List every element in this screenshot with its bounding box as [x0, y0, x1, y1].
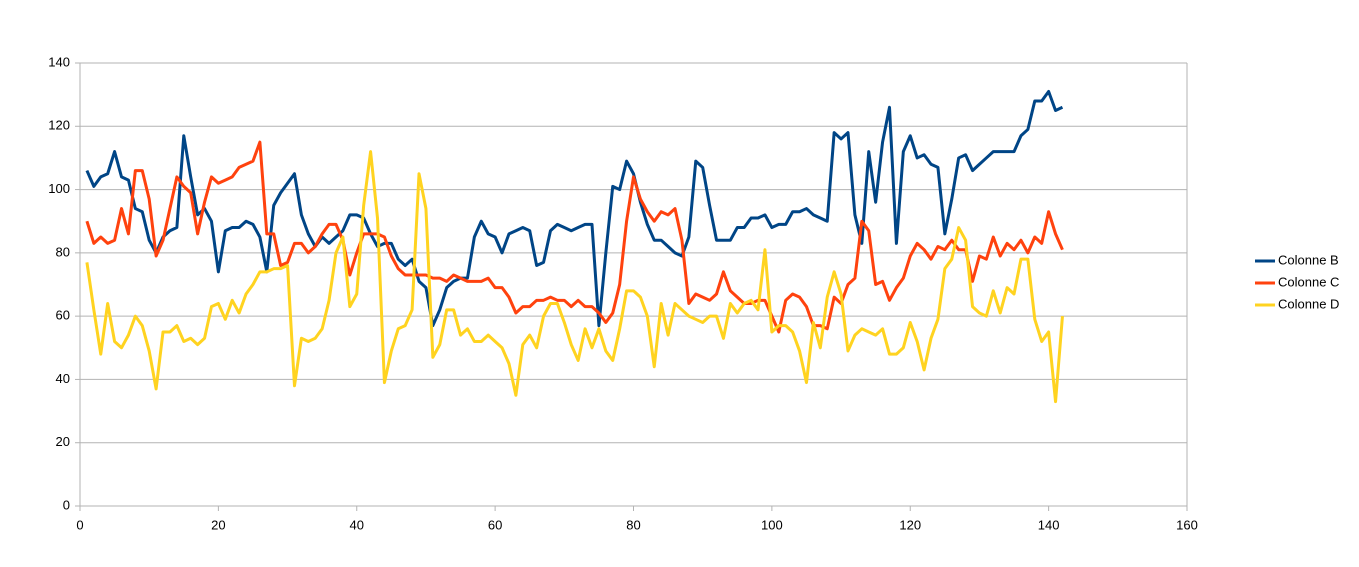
x-tick-label: 80: [626, 517, 640, 532]
x-tick-label: 120: [899, 517, 921, 532]
y-tick-label: 40: [56, 371, 70, 386]
x-tick-label: 160: [1176, 517, 1198, 532]
y-tick-label: 0: [63, 497, 70, 512]
y-tick-label: 80: [56, 244, 70, 259]
x-tick-label: 20: [211, 517, 225, 532]
x-tick-label: 40: [350, 517, 364, 532]
legend-label: Colonne D: [1278, 296, 1339, 311]
line-series: [85, 140, 1064, 334]
y-tick-label: 100: [48, 181, 70, 196]
x-tick-label: 0: [76, 517, 83, 532]
x-tick-label: 60: [488, 517, 502, 532]
y-tick-label: 60: [56, 308, 70, 323]
line-series: [85, 89, 1064, 328]
x-tick-label: 100: [761, 517, 783, 532]
y-tick-label: 120: [48, 118, 70, 133]
x-tick-label: 140: [1038, 517, 1060, 532]
y-tick-label: 20: [56, 434, 70, 449]
legend-label: Colonne C: [1278, 274, 1339, 289]
y-tick-label: 140: [48, 54, 70, 69]
legend-label: Colonne B: [1278, 252, 1339, 267]
line-series: [85, 150, 1064, 404]
